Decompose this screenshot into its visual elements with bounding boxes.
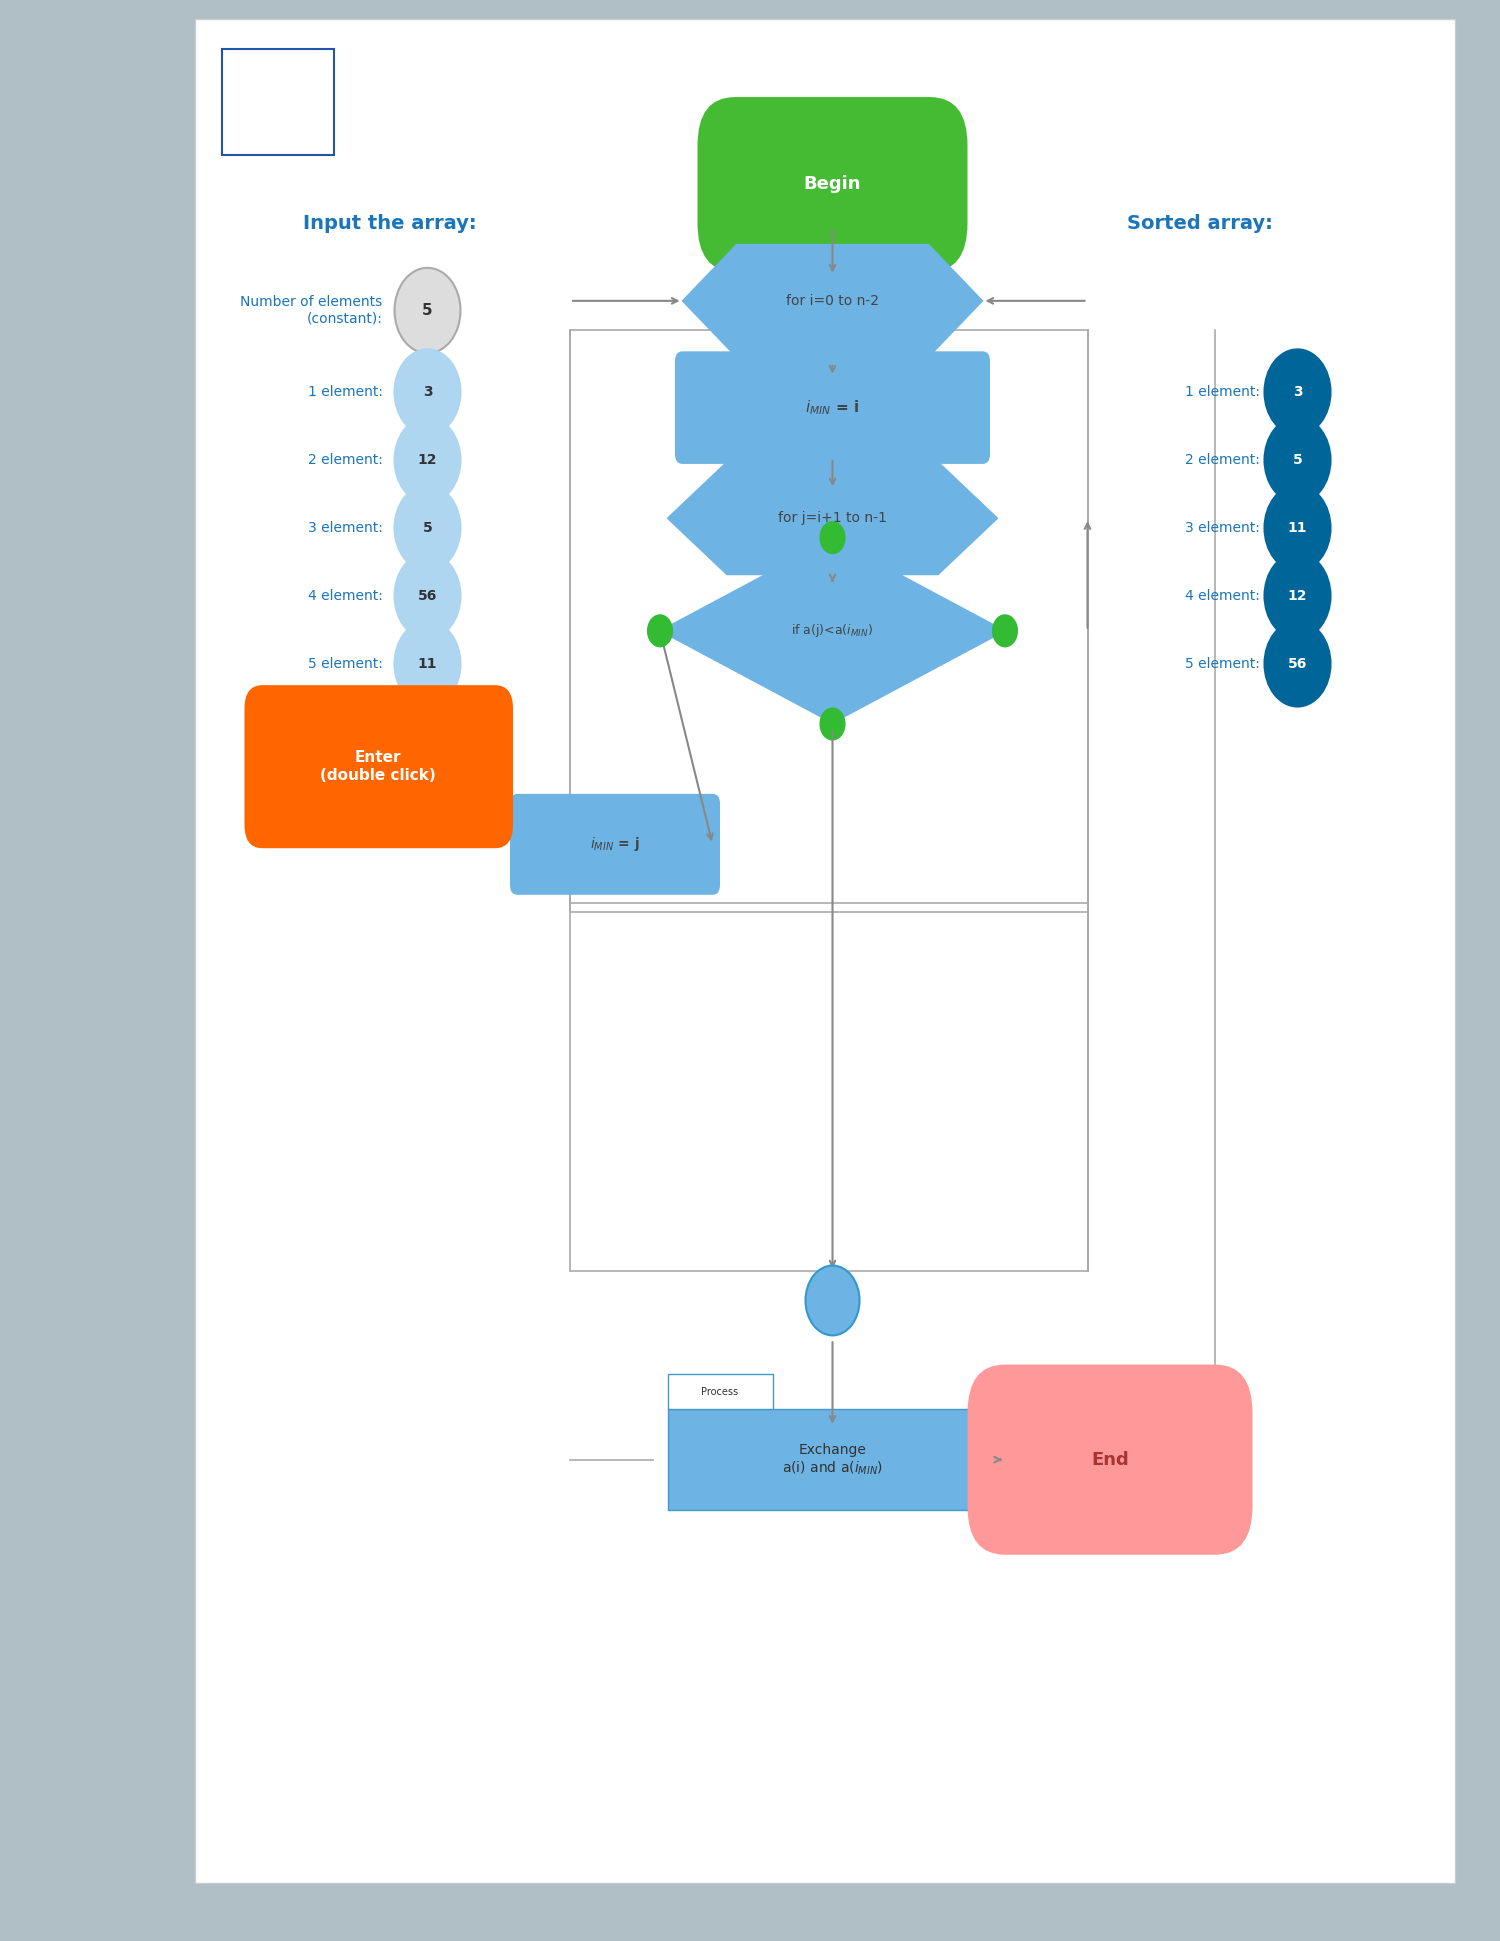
Polygon shape xyxy=(682,245,982,357)
Text: 5 element:: 5 element: xyxy=(1185,656,1260,672)
FancyBboxPatch shape xyxy=(195,19,1455,1883)
Circle shape xyxy=(394,268,460,353)
Text: Input the array:: Input the array: xyxy=(303,214,477,233)
Text: 2 element:: 2 element: xyxy=(1185,452,1260,468)
Text: Begin: Begin xyxy=(804,175,861,194)
FancyBboxPatch shape xyxy=(698,97,968,272)
Circle shape xyxy=(394,417,460,503)
Circle shape xyxy=(648,615,672,646)
Text: Number of elements
(constant):: Number of elements (constant): xyxy=(240,295,382,326)
Text: for j=i+1 to n-1: for j=i+1 to n-1 xyxy=(778,510,886,526)
Text: 4 element:: 4 element: xyxy=(1185,588,1260,604)
Circle shape xyxy=(394,485,460,571)
Text: 12: 12 xyxy=(1287,588,1306,604)
FancyBboxPatch shape xyxy=(668,1409,998,1510)
Circle shape xyxy=(394,621,460,707)
Circle shape xyxy=(1264,349,1330,435)
Text: 3 element:: 3 element: xyxy=(1185,520,1260,536)
Text: $i_{MIN}$ = i: $i_{MIN}$ = i xyxy=(806,398,859,417)
FancyBboxPatch shape xyxy=(244,685,513,848)
Circle shape xyxy=(1264,485,1330,571)
Circle shape xyxy=(1264,553,1330,639)
Circle shape xyxy=(993,615,1017,646)
Text: Process: Process xyxy=(702,1386,738,1398)
Text: Sorted array:: Sorted array: xyxy=(1126,214,1274,233)
Text: 12: 12 xyxy=(417,452,436,468)
Text: for i=0 to n-2: for i=0 to n-2 xyxy=(786,293,879,309)
Text: 2 element:: 2 element: xyxy=(308,452,382,468)
Text: 5: 5 xyxy=(423,520,432,536)
Circle shape xyxy=(1264,417,1330,503)
FancyBboxPatch shape xyxy=(968,1365,1252,1555)
FancyBboxPatch shape xyxy=(222,49,334,155)
Text: 1 element:: 1 element: xyxy=(1185,384,1260,400)
Polygon shape xyxy=(668,462,998,575)
Circle shape xyxy=(1264,621,1330,707)
Text: if a(j)<a($i_{MIN}$): if a(j)<a($i_{MIN}$) xyxy=(792,623,873,639)
Text: 11: 11 xyxy=(417,656,436,672)
Circle shape xyxy=(821,708,844,740)
FancyBboxPatch shape xyxy=(668,1374,772,1409)
Polygon shape xyxy=(660,538,1005,722)
Text: 3: 3 xyxy=(1293,384,1302,400)
Text: Enter
(double click): Enter (double click) xyxy=(320,751,436,782)
Text: 56: 56 xyxy=(419,588,436,604)
Circle shape xyxy=(394,553,460,639)
Text: 5 element:: 5 element: xyxy=(308,656,382,672)
Text: 11: 11 xyxy=(1287,520,1306,536)
FancyBboxPatch shape xyxy=(675,351,990,464)
Text: $i_{MIN}$ = j: $i_{MIN}$ = j xyxy=(590,835,640,854)
Text: 5: 5 xyxy=(422,303,434,318)
FancyBboxPatch shape xyxy=(510,794,720,895)
Text: 1 element:: 1 element: xyxy=(308,384,382,400)
Text: 3 element:: 3 element: xyxy=(308,520,382,536)
Text: 5: 5 xyxy=(1293,452,1302,468)
Text: End: End xyxy=(1090,1450,1130,1469)
Circle shape xyxy=(821,522,844,553)
Text: 3: 3 xyxy=(423,384,432,400)
Circle shape xyxy=(806,1266,859,1335)
Text: 4 element:: 4 element: xyxy=(308,588,382,604)
Circle shape xyxy=(394,349,460,435)
Text: Exchange
a(i) and a($i_{MIN}$): Exchange a(i) and a($i_{MIN}$) xyxy=(782,1442,883,1477)
Text: 56: 56 xyxy=(1288,656,1306,672)
